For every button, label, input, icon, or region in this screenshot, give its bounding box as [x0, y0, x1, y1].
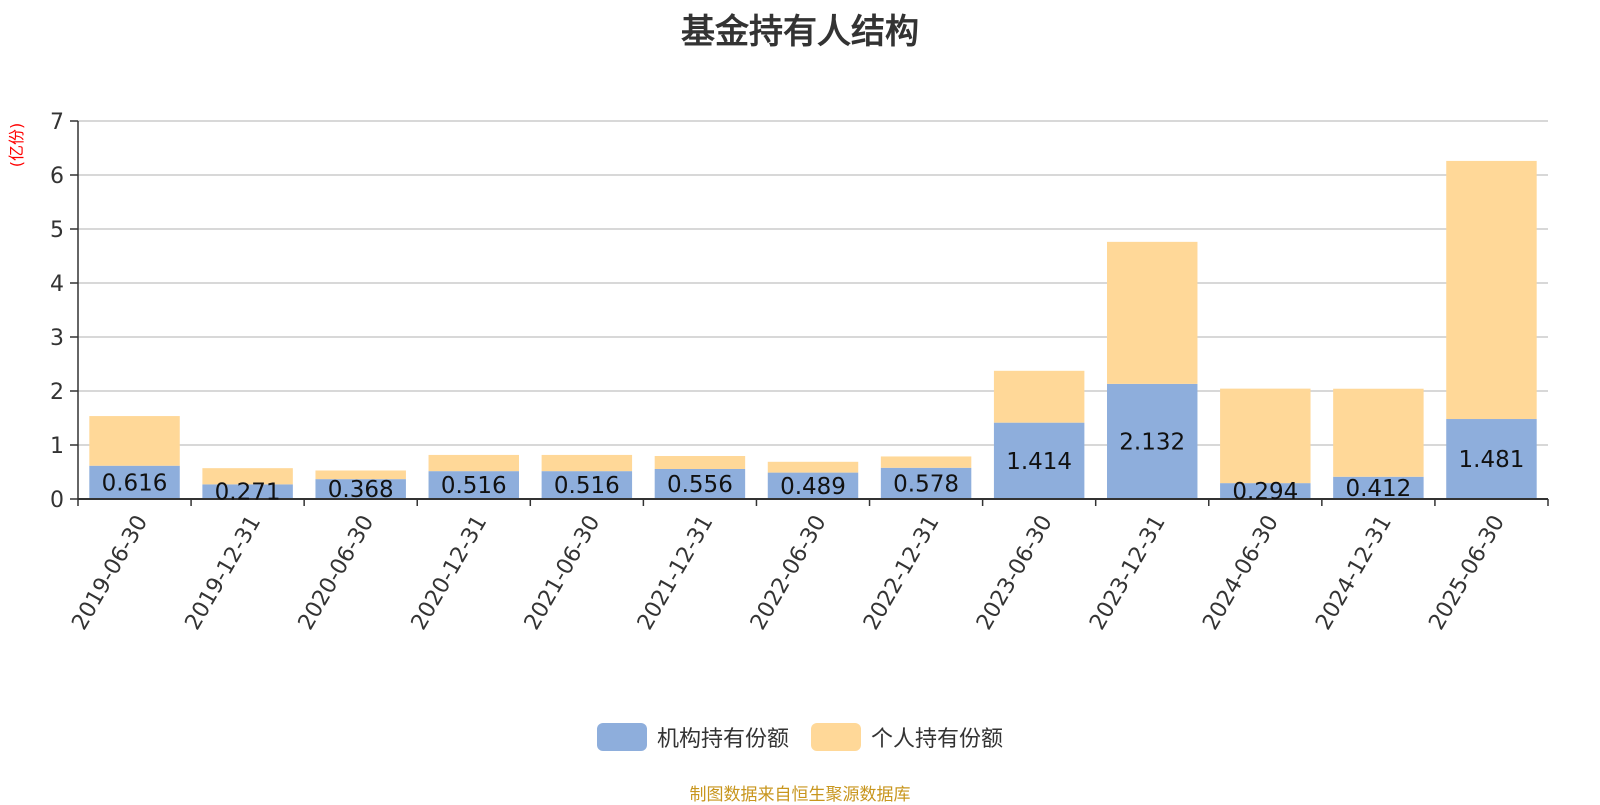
bar-institutional — [1220, 483, 1311, 499]
y-tick-label: 4 — [50, 272, 64, 297]
data-label: 2.132 — [1119, 429, 1185, 455]
x-tick-label: 2024-06-30 — [1198, 511, 1284, 634]
data-label: 0.556 — [667, 472, 733, 498]
x-tick-label: 2019-06-30 — [67, 511, 153, 634]
y-axis-label: (亿份) — [7, 123, 26, 168]
bar-individual — [541, 454, 633, 472]
bar-individual — [1107, 241, 1198, 384]
data-label: 0.616 — [102, 470, 168, 496]
legend-label-institutional: 机构持有份额 — [656, 727, 789, 752]
y-tick-label: 3 — [50, 326, 64, 351]
bar-institutional — [428, 471, 519, 499]
bar-individual — [315, 470, 406, 480]
bar-institutional — [89, 465, 180, 499]
x-tick-label: 2022-12-31 — [859, 511, 945, 634]
bar-individual — [428, 454, 519, 472]
legend-swatch-institutional — [596, 723, 647, 751]
axes: 0 1 2 3 4 5 6 7 2019-06-30 2019-12-31 2020-06-30 20… — [50, 110, 1549, 634]
bar-institutional — [1107, 383, 1198, 499]
data-label: 0.294 — [1232, 479, 1298, 505]
legend-item-individual[interactable]: 个人持有份额 — [811, 721, 1003, 753]
x-tick-label: 2020-06-30 — [294, 511, 380, 634]
data-label: 0.578 — [893, 471, 959, 497]
gridlines — [78, 120, 1548, 446]
bar-individual — [654, 456, 746, 469]
data-label: 0.516 — [554, 473, 620, 499]
y-tick-label: 0 — [50, 488, 64, 513]
x-tick-label: 2023-12-31 — [1085, 511, 1171, 634]
data-label: 1.481 — [1459, 447, 1525, 473]
legend-label-individual: 个人持有份额 — [871, 727, 1004, 752]
x-tick-label: 2024-12-31 — [1311, 511, 1397, 634]
bar-individual — [993, 370, 1085, 423]
bar-individual — [89, 416, 180, 466]
bar-individual — [1446, 160, 1537, 420]
legend: 机构持有份额 个人持有份额 — [0, 721, 1600, 753]
bar-institutional — [654, 468, 746, 499]
legend-item-institutional[interactable]: 机构持有份额 — [596, 721, 789, 753]
y-tick-label: 6 — [50, 164, 64, 189]
y-tick-label: 5 — [50, 218, 64, 243]
y-tick-label: 2 — [50, 380, 64, 405]
data-label: 0.412 — [1345, 476, 1411, 502]
x-tick-label: 2020-12-31 — [407, 511, 493, 634]
bar-institutional — [767, 472, 859, 499]
bar-individual — [1333, 388, 1424, 477]
bar-institutional — [880, 467, 972, 499]
bars — [89, 160, 1537, 499]
bar-institutional — [1446, 419, 1537, 499]
bar-institutional — [315, 479, 406, 499]
x-tick-label: 2025-06-30 — [1424, 511, 1510, 634]
x-tick-label: 2019-12-31 — [181, 511, 267, 634]
bar-individual — [767, 461, 859, 473]
data-label: 0.271 — [215, 480, 281, 506]
x-tick-label: 2023-06-30 — [972, 511, 1058, 634]
bar-institutional — [202, 484, 293, 499]
bar-individual — [880, 456, 972, 468]
bar-institutional — [993, 422, 1085, 499]
chart-title: 基金持有人结构 — [681, 12, 919, 52]
data-label: 0.489 — [780, 474, 846, 500]
x-tick-label: 2021-12-31 — [633, 511, 719, 634]
legend-swatch-individual — [811, 723, 861, 751]
x-tick-label: 2022-06-30 — [746, 511, 832, 634]
data-labels: 0.616 0.271 0.368 0.516 0.516 0.556 0.489 0.578… — [102, 429, 1525, 505]
y-tick-label: 1 — [50, 434, 64, 459]
data-label: 0.516 — [441, 473, 507, 499]
bar-individual — [1220, 388, 1311, 484]
y-tick-label: 7 — [50, 110, 64, 135]
bar-institutional — [541, 471, 633, 499]
x-tick-label: 2021-06-30 — [520, 511, 606, 634]
data-label: 0.368 — [328, 477, 394, 503]
bar-institutional — [1333, 476, 1424, 499]
bar-individual — [202, 468, 293, 485]
data-label: 1.414 — [1006, 449, 1072, 475]
source-note: 制图数据来自恒生聚源数据库 — [689, 785, 911, 805]
